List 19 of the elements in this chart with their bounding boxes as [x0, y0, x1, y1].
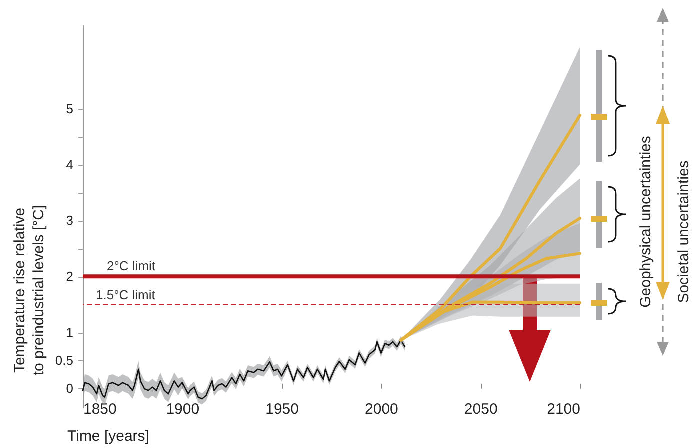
x-axis-title: Time [years]	[68, 428, 150, 445]
y-tick-label: 0	[66, 380, 74, 396]
y-tick-label: 4	[66, 157, 74, 172]
y-tick-label: 0.5	[55, 352, 74, 368]
y-tick-label: 2	[66, 269, 74, 284]
y-tick-label: 1	[66, 325, 74, 340]
x-tick-label: 1850	[84, 400, 117, 418]
text: Societal uncertainties	[676, 160, 692, 304]
ref-line-label: 2°C limit	[107, 258, 156, 274]
text: Geophysical uncertainties	[638, 136, 654, 308]
y-axis-title: Temperature rise relative to preindustrial levels [°C]	[12, 205, 48, 376]
x-tick-label: 1900	[166, 400, 200, 418]
y-tick-label: 5	[66, 101, 74, 116]
x-tick-label: 2100	[547, 400, 580, 418]
x-tick-label: 1950	[266, 400, 299, 418]
x-tick-label: 2000	[365, 400, 398, 418]
ref-line-label: 1.5°C limit	[96, 288, 156, 303]
x-tick-label: 2050	[464, 400, 498, 418]
y-tick-label: 3	[66, 213, 74, 228]
